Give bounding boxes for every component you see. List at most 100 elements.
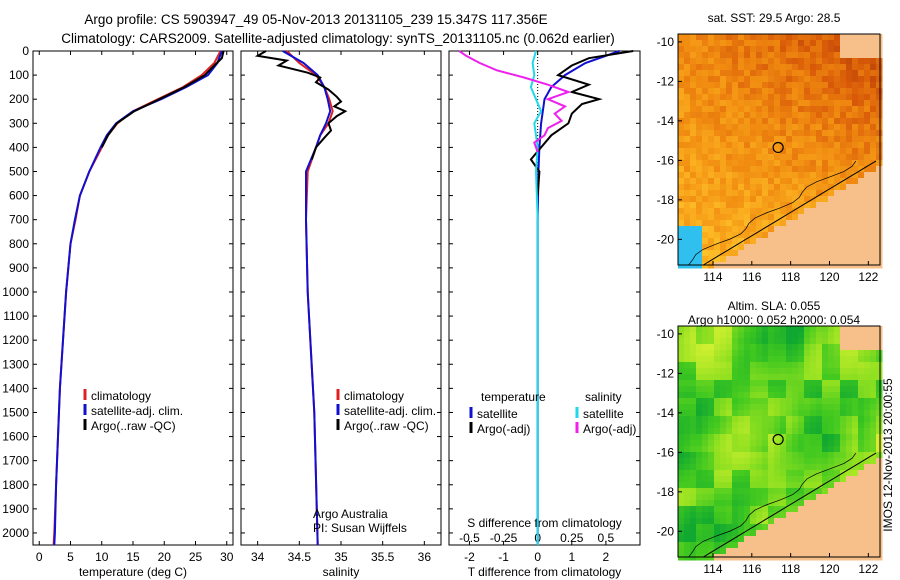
depth-tick-label: 1500 [2,405,29,419]
sla_map-xtick-label: 118 [781,562,800,576]
difference-series-s-argo [458,50,572,153]
sla_map-ytick-label: -18 [657,485,675,499]
difference-xtick-label: 0 [534,550,541,564]
s-tick-label: 0.25 [560,531,584,545]
temperature-series-argo [100,50,225,148]
salinity-xtick-label: 34.5 [288,550,312,564]
sst_map-ytick-label: -20 [657,232,675,246]
timestamp-side-label: IMOS 12-Nov-2013 20:00:55 [881,378,895,532]
sst_map-title: sat. SST: 29.5 Argo: 28.5 [708,11,841,25]
sla_map-xtick-label: 114 [703,562,722,576]
difference-legend-label: satellite [477,407,518,421]
depth-tick-label: 100 [9,68,29,82]
sla_map-shelf-contour [688,452,857,558]
temperature-xtick-label: 20 [158,550,172,564]
sla_map-ytick-label: -14 [657,406,675,420]
sla_map-subtitle: Argo h1000: 0.052 h2000: 0.054 [688,313,860,327]
map-sst_map: 114 116 118 120 122 -10 -12 -14 -16 -18 -20 sat. SS… [657,11,883,284]
s-tick-label: -0.25 [490,531,518,545]
sla_map-argo-marker [772,433,784,446]
panel-temperature: 0100200300400500600700800900100011001200… [2,44,233,579]
difference-series-t-argo [529,50,634,196]
sst_map-xtick-label: 118 [781,270,800,284]
sst_map-shelf-contour [688,160,857,266]
sst_map-xtick-label: 122 [858,270,878,284]
sst_map-ytick-label: -16 [657,153,675,167]
salinity-series-argo [254,50,348,160]
depth-tick-label: 1100 [3,309,29,323]
salinity-xlabel: salinity [323,565,360,579]
sst_map-ytick-label: -10 [657,35,675,49]
temperature-legend-label: climatology [91,389,151,403]
temperature-xtick-label: 0 [36,550,43,564]
annotation-line-2: PI: Susan Wijffels [313,521,407,535]
depth-tick-label: 1000 [2,285,29,299]
sst_map-ytick-label: -18 [657,193,675,207]
depth-tick-label: 500 [9,164,29,178]
temperature-xlabel: temperature (deg C) [79,565,187,579]
temperature-xtick-label: 10 [95,550,109,564]
depth-tick-label: 700 [9,213,29,227]
depth-tick-label: 400 [9,140,29,154]
temperature-legend-label: satellite-adj. clim. [91,404,183,418]
depth-tick-label: 1400 [2,381,29,395]
difference-axes-box [448,50,641,546]
salinity-xtick-label: 35.5 [371,550,395,564]
difference-xtick-label: -2 [464,550,475,564]
sla_map-axes-box [677,325,881,558]
temperature-xtick-label: 5 [67,550,74,564]
difference-legend-label: Argo(-adj) [477,422,530,436]
temperature-xtick-label: 25 [189,550,203,564]
difference-series-s-satellite [529,50,543,545]
temperature-xtick-label: 30 [220,550,234,564]
sla_map-ytick-label: -16 [657,445,675,459]
depth-tick-label: 1300 [2,357,29,371]
temperature-xtick-label: 15 [126,550,140,564]
depth-tick-label: 1200 [2,333,29,347]
s-tick-label: 0.5 [598,531,615,545]
sla_map-xtick-label: 122 [858,562,878,576]
sst_map-axes-box [677,33,881,266]
salinity-legend-label: satellite-adj. clim. [344,404,436,418]
salinity-xtick-label: 36 [418,550,432,564]
depth-tick-label: 200 [9,92,29,106]
difference-xlabel: T difference from climatology [468,565,622,579]
difference-xtick-label: 2 [603,550,610,564]
sla_map-xtick-label: 116 [742,562,761,576]
sla_map-ytick-label: -12 [657,366,675,380]
sla_map-ytick-label: -20 [657,524,675,538]
depth-tick-label: 600 [9,189,29,203]
sst_map-argo-marker [772,141,784,154]
depth-tick-label: 900 [9,261,29,275]
depth-tick-label: 800 [9,237,29,251]
difference-xtick-label: -1 [498,550,509,564]
difference-legend-label: satellite [583,407,624,421]
sst_map-xtick-label: 116 [742,270,761,284]
depth-tick-label: 300 [9,116,29,130]
map-sla_map: 114 116 118 120 122 -10 -12 -14 -16 -18 -20 Altim. … [657,299,883,576]
depth-tick-label: 1900 [2,502,29,516]
difference-xtick-label: 1 [568,550,575,564]
sst_map-ytick-label: -14 [657,114,675,128]
sla_map-ytick-label: -10 [657,327,675,341]
annotation-line-1: Argo Australia [313,507,388,521]
depth-tick-label: 0 [22,44,29,58]
salinity-legend-label: Argo(..raw -QC) [344,419,429,433]
depth-tick-label: 1700 [2,454,29,468]
salinity-legend-label: climatology [344,389,404,403]
salinity-axes-box [240,50,442,546]
title-line-2: Climatology: CARS2009. Satellite-adjuste… [61,31,615,46]
sst_map-xtick-label: 114 [703,270,722,284]
sla_map-title: Altim. SLA: 0.055 [728,299,821,313]
depth-tick-label: 1800 [2,478,29,492]
sst_map-ytick-label: -12 [657,74,675,88]
s-xlabel: S difference from climatology [467,516,622,530]
sla_map-xtick-label: 120 [819,562,839,576]
depth-tick-label: 1600 [2,430,29,444]
sst_map-coastline [703,160,877,266]
sst_map-xtick-label: 120 [819,270,839,284]
panel-difference: -2 -1 0 1 2T difference from climatology -0.5… [448,50,641,579]
temperature-legend-label: Argo(..raw -QC) [91,419,176,433]
legend-salinity-title: salinity [585,390,622,404]
